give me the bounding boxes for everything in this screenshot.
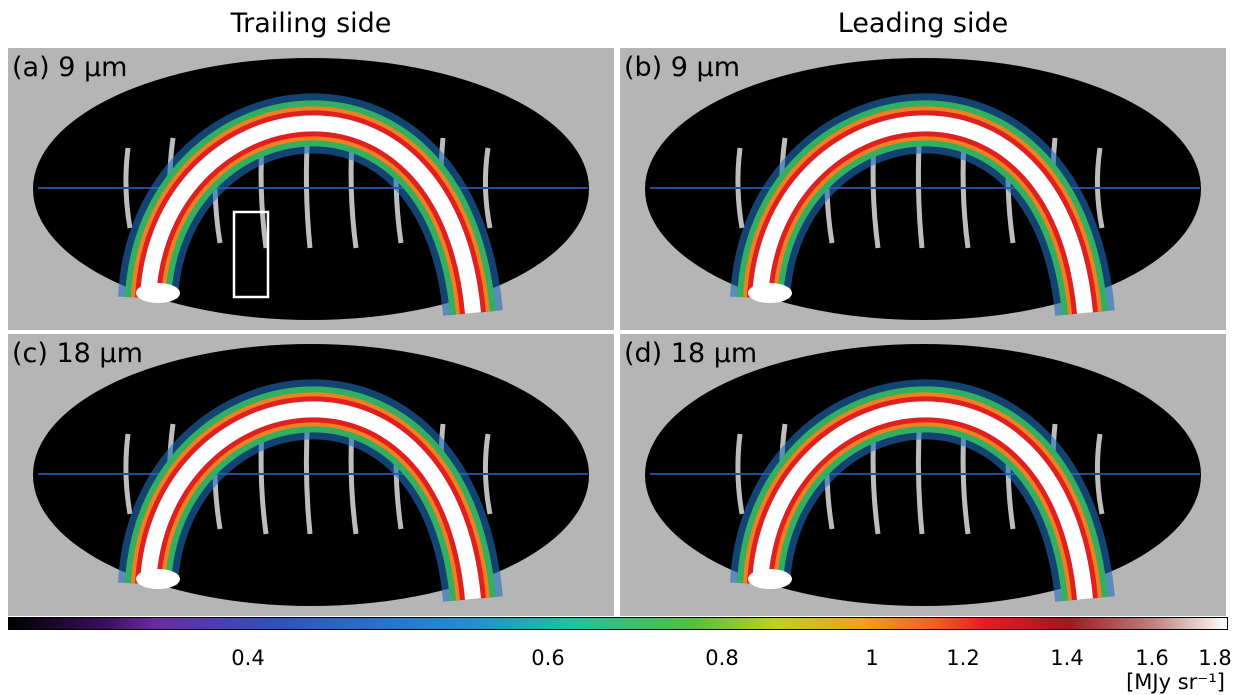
colorbar-tick: 0.4 xyxy=(231,646,265,670)
sky-map xyxy=(620,48,1226,330)
colorbar-tick: 1.8 xyxy=(1198,646,1232,670)
sky-map xyxy=(620,334,1226,616)
map-panel: (d) 18 μm xyxy=(620,334,1226,616)
map-panel: (b) 9 μm xyxy=(620,48,1226,330)
column-title: Leading side xyxy=(837,8,1009,39)
colorbar-tick: 0.6 xyxy=(531,646,565,670)
panel-label: (c) 18 μm xyxy=(12,338,143,369)
colorbar xyxy=(8,617,1228,630)
colorbar-tick: 1.2 xyxy=(946,646,980,670)
colorbar-unit: [MJy sr⁻¹] xyxy=(1126,670,1225,694)
colorbar-tick: 1.4 xyxy=(1050,646,1084,670)
sky-map xyxy=(8,48,614,330)
column-title: Trailing side xyxy=(230,8,392,39)
colorbar-tick: 1.6 xyxy=(1135,646,1169,670)
sky-map xyxy=(8,334,614,616)
colorbar-tick: 0.8 xyxy=(705,646,739,670)
colorbar-tick: 1 xyxy=(865,646,879,670)
panel-label: (d) 18 μm xyxy=(624,338,758,369)
panel-label: (b) 9 μm xyxy=(624,52,741,83)
panel-label: (a) 9 μm xyxy=(12,52,128,83)
map-panel: (a) 9 μm xyxy=(8,48,614,330)
map-panel: (c) 18 μm xyxy=(8,334,614,616)
